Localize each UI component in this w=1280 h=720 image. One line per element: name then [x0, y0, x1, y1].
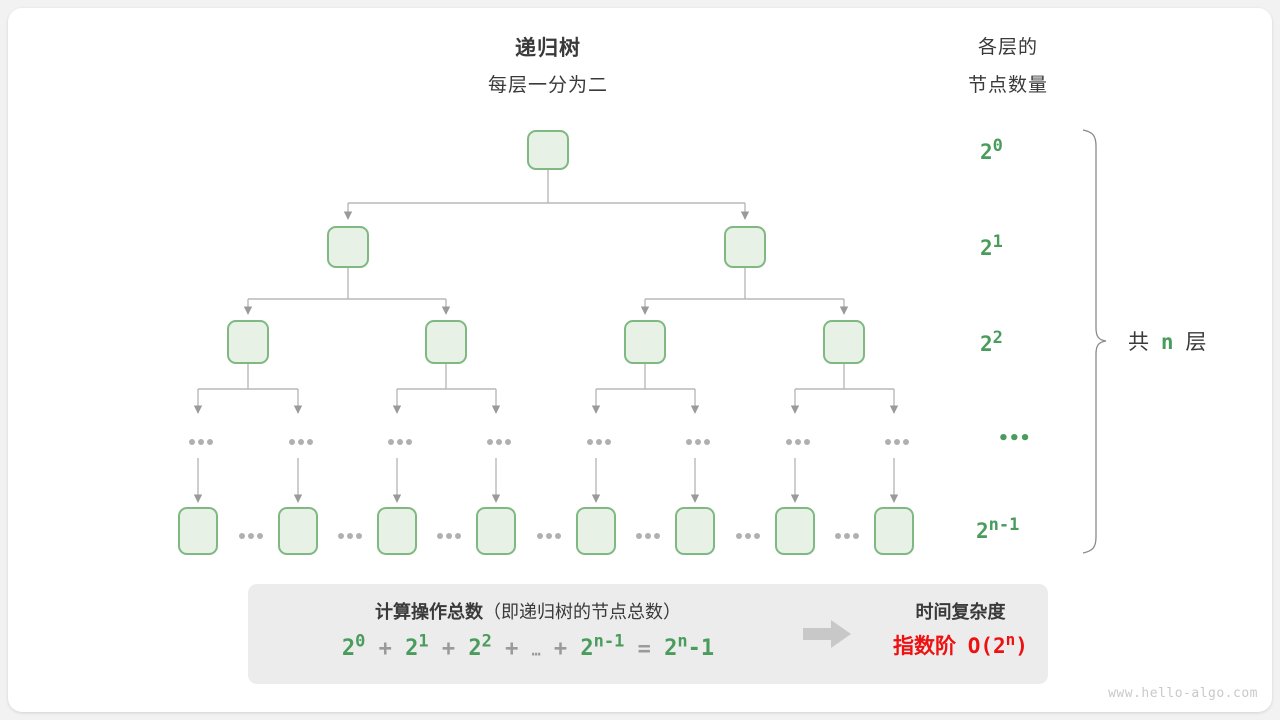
formula-result: 2n-1 [664, 632, 715, 662]
level-count-ellipsis: ••• [998, 428, 1031, 449]
summary-title: 计算操作总数（即递归树的节点总数） [268, 598, 788, 624]
tree-node [425, 320, 467, 364]
level-brace [1082, 129, 1107, 554]
formula-term-0: 20 [341, 632, 366, 662]
tree-node [476, 507, 516, 555]
right-header-line1: 各层的 [977, 37, 1038, 58]
level-count-0-exp: 0 [992, 136, 1003, 156]
tree-node [377, 507, 417, 555]
summary-formula: 20 + 21 + 22 + … + 2n-1 = 2n-1 [268, 632, 788, 661]
level-count-4-exp: n-1 [988, 515, 1020, 535]
tree-node [576, 507, 616, 555]
page-title: 递归树 [515, 37, 581, 60]
result-bigo: O(2n) [967, 630, 1028, 658]
tree-node [675, 507, 715, 555]
tree-nodes [178, 130, 914, 555]
recursion-tree-svg [178, 129, 1107, 555]
formula-term-last: 2n-1 [580, 632, 625, 662]
formula-term-1: 21 [405, 632, 429, 662]
total-levels-var: n [1160, 330, 1177, 354]
tree-node [874, 507, 914, 555]
tree-node [624, 320, 666, 364]
summary-title-rest: （即递归树的节点总数） [483, 602, 681, 622]
diagram-card: 递归树 每层一分为二 各层的 节点数量 [8, 8, 1272, 712]
summary-panel: 计算操作总数（即递归树的节点总数） 20 + 21 + 22 + … + 2n-… [248, 584, 1048, 684]
formula-plus: + [505, 636, 519, 662]
formula-equals: = [637, 636, 651, 662]
level-count-2: 22 [980, 328, 1003, 356]
formula-plus: + [378, 636, 392, 662]
tree-node [178, 507, 218, 555]
ellipsis-dots-row [189, 439, 909, 445]
summary-title-bold: 计算操作总数 [375, 602, 483, 622]
ellipsis-dots-bottom [239, 533, 859, 539]
result-order: 指数阶 [893, 635, 957, 658]
level-count-1: 21 [980, 232, 1003, 260]
result-complexity: 指数阶 O(2n) [863, 630, 1058, 660]
total-levels-suffix: 层 [1185, 331, 1210, 354]
level-count-2-exp: 2 [992, 328, 1003, 348]
right-arrow-icon [801, 617, 861, 651]
tree-node [278, 507, 318, 555]
watermark: www.hello-algo.com [1108, 686, 1258, 701]
formula-plus: + [441, 636, 456, 662]
result-title: 时间复杂度 [915, 602, 1006, 622]
tree-node [227, 320, 269, 364]
tree-node [775, 507, 815, 555]
level-count-4: 2n-1 [976, 515, 1020, 543]
formula-term-2: 22 [468, 632, 492, 662]
formula-plus: + [553, 636, 568, 662]
tree-node [527, 130, 569, 170]
level-count-1-exp: 1 [992, 232, 1003, 252]
formula-ellipsis: … [531, 641, 541, 660]
right-header-line2: 节点数量 [967, 75, 1048, 96]
page-subtitle: 每层一分为二 [487, 75, 608, 96]
level-count-0: 20 [980, 136, 1003, 164]
total-levels-label: 共 n 层 [1128, 326, 1272, 356]
tree-node [724, 226, 766, 268]
total-levels-prefix: 共 [1128, 331, 1152, 354]
tree-edges [193, 169, 899, 503]
tree-node [823, 320, 865, 364]
tree-node [327, 226, 369, 268]
